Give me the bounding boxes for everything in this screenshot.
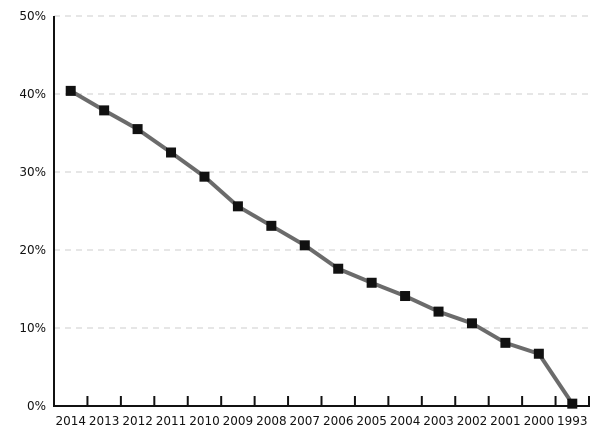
data-point — [533, 348, 544, 359]
x-tick-label: 2002 — [457, 414, 488, 428]
y-tick-label: 20% — [19, 243, 46, 257]
x-tick-label: 2005 — [356, 414, 387, 428]
data-point — [333, 263, 344, 274]
data-point — [400, 291, 411, 302]
y-tick-label: 40% — [19, 87, 46, 101]
x-tick-label: 2012 — [122, 414, 153, 428]
data-point — [65, 85, 76, 96]
x-tick-label: 2009 — [223, 414, 254, 428]
data-point — [500, 337, 511, 348]
x-tick-label: 2013 — [89, 414, 120, 428]
data-point — [567, 398, 578, 409]
data-point — [166, 147, 177, 158]
data-point — [132, 124, 143, 135]
x-tick-label: 2011 — [156, 414, 187, 428]
series-line — [69, 89, 574, 405]
x-tick-label: 2000 — [524, 414, 555, 428]
data-point — [366, 277, 377, 288]
y-tick-label: 0% — [27, 399, 46, 413]
x-tick-label: 2004 — [390, 414, 421, 428]
x-tick-label: 1993 — [557, 414, 588, 428]
data-point — [433, 306, 444, 317]
x-tick-label: 2007 — [290, 414, 321, 428]
y-tick-label: 10% — [19, 321, 46, 335]
x-tick-label: 2010 — [189, 414, 220, 428]
data-point — [266, 220, 277, 231]
x-tick-label: 2006 — [323, 414, 354, 428]
x-tick-label: 2003 — [423, 414, 454, 428]
y-tick-label: 50% — [19, 9, 46, 23]
data-point — [466, 318, 477, 329]
x-tick-label: 2014 — [55, 414, 86, 428]
data-point — [199, 171, 210, 182]
data-point — [232, 201, 243, 212]
data-point — [299, 240, 310, 251]
data-point — [99, 105, 110, 116]
x-tick-label: 2001 — [490, 414, 521, 428]
y-tick-label: 30% — [19, 165, 46, 179]
x-tick-label: 2008 — [256, 414, 287, 428]
